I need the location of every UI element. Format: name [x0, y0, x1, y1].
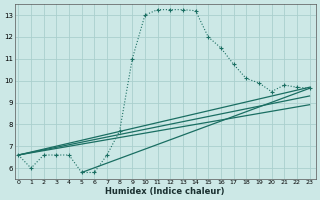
X-axis label: Humidex (Indice chaleur): Humidex (Indice chaleur) [106, 187, 225, 196]
